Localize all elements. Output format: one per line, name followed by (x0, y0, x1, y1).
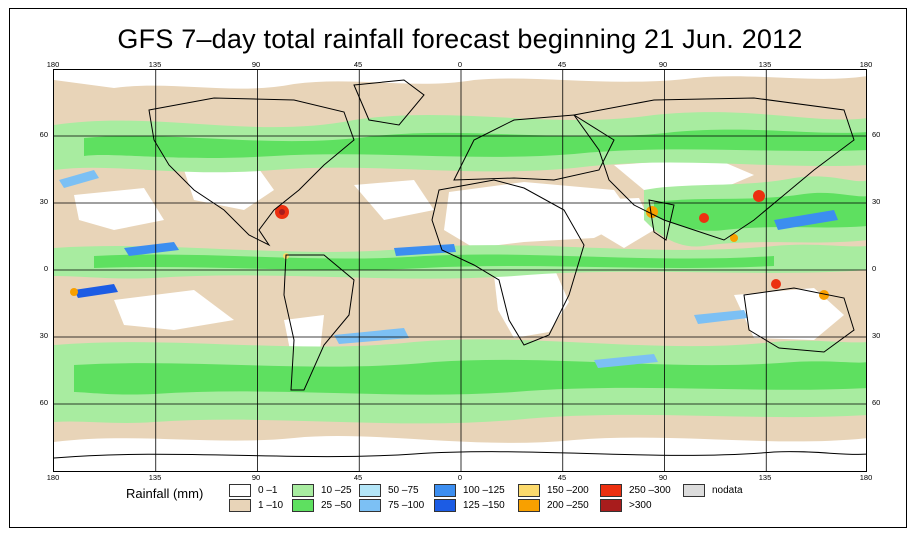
legend-label: nodata (712, 485, 743, 496)
southern-africa-dry-zone (494, 268, 569, 338)
sahara-dry-zone (444, 182, 634, 248)
figure-frame (9, 8, 907, 528)
greenland-outline (353, 79, 425, 126)
lat-label-left: 30 (39, 331, 48, 340)
lon-label-top: 0 (457, 60, 463, 69)
lon-label-top: 180 (859, 60, 873, 69)
lon-label-top: 90 (658, 60, 668, 69)
hotspot-south-china (699, 213, 709, 223)
lat-label-right: 60 (872, 398, 881, 407)
southeast-pacific-dry-zone (114, 290, 234, 330)
legend-swatch (518, 484, 540, 497)
lon-label-top: 135 (758, 60, 772, 69)
rain-spot-pacific-nw (59, 170, 99, 188)
lon-label-top: 180 (46, 60, 60, 69)
lat-label-left: 30 (39, 197, 48, 206)
southern-storm-heavy (74, 359, 866, 395)
lon-label-top: 90 (251, 60, 261, 69)
map-title: GFS 7–day total rainfall forecast beginn… (117, 24, 803, 54)
rain-spot-east-pacific (124, 242, 179, 256)
legend-label: 1 –10 (258, 500, 284, 511)
africa-outline (431, 179, 585, 346)
hotspot-south-pacific (70, 288, 78, 296)
hotspot-gulf-of-mexico-core (279, 209, 285, 215)
legend-label: 75 –100 (388, 500, 425, 511)
lon-label-bottom: 45 (557, 473, 567, 482)
pacific-dry-zone (74, 188, 164, 230)
arabia-dry-zone (584, 198, 654, 248)
legend-label: 0 –1 (258, 485, 278, 496)
legend-swatch (434, 484, 456, 497)
lon-label-bottom: 135 (148, 473, 162, 482)
north-america-outline (148, 97, 355, 247)
lon-label-top: 45 (353, 60, 363, 69)
legend-swatch (359, 484, 381, 497)
rain-spot-southern-ocean-1 (334, 328, 409, 344)
lon-label-bottom: 90 (251, 473, 261, 482)
rain-spot-south-pacific (74, 284, 118, 298)
legend-label: 10 –25 (321, 485, 352, 496)
lat-label-right: 30 (872, 197, 881, 206)
itcz-heavy (94, 254, 774, 270)
rainfall-map-canvas (54, 70, 866, 471)
central-asia-dry-zone (614, 158, 754, 192)
legend-title: Rainfall (mm) (126, 486, 204, 501)
legend-swatch (229, 484, 251, 497)
europe-outline (453, 114, 615, 181)
northern-storm-track-heavy (84, 129, 866, 158)
hotspot-new-guinea (819, 290, 829, 300)
lon-label-bottom: 180 (859, 473, 873, 482)
legend-label: 25 –50 (321, 500, 352, 511)
graticule (54, 70, 866, 471)
legend-label: 100 –125 (463, 485, 505, 496)
lat-label-right: 30 (872, 331, 881, 340)
legend-swatch (292, 484, 314, 497)
lat-label-left: 0 (43, 264, 48, 273)
lon-label-bottom: 45 (353, 473, 363, 482)
australia-outline (743, 287, 855, 353)
rain-spot-southern-indian (694, 310, 748, 324)
lon-label-bottom: 90 (658, 473, 668, 482)
lat-label-right: 0 (872, 264, 877, 273)
legend-label: 50 –75 (388, 485, 419, 496)
australia-dry-zone (734, 288, 844, 340)
south-america-outline (283, 254, 355, 391)
legend-label: 200 –250 (547, 500, 589, 511)
coastlines (54, 79, 866, 459)
legend-swatch (434, 499, 456, 512)
atlantic-dry-zone (354, 180, 434, 220)
lon-label-top: 45 (557, 60, 567, 69)
legend-swatch (292, 499, 314, 512)
legend-swatch (229, 499, 251, 512)
arctic-dry-zone (54, 70, 866, 89)
legend-swatch (518, 499, 540, 512)
lat-label-right: 60 (872, 130, 881, 139)
hotspot-philippines (730, 234, 738, 242)
legend-swatch (359, 499, 381, 512)
lat-label-left: 60 (39, 130, 48, 139)
hotspot-indonesia (771, 279, 781, 289)
lon-label-bottom: 135 (758, 473, 772, 482)
legend-swatch (600, 499, 622, 512)
antarctica-outline (54, 451, 866, 459)
legend-label: 250 –300 (629, 485, 671, 496)
rainfall-map (53, 69, 867, 472)
lon-label-bottom: 180 (46, 473, 60, 482)
antarctica-dry-zone (54, 436, 866, 471)
lon-label-top: 135 (148, 60, 162, 69)
legend-label: 125 –150 (463, 500, 505, 511)
hotspot-east-china (753, 190, 765, 202)
legend-swatch (600, 484, 622, 497)
legend-swatch (683, 484, 705, 497)
legend-label: >300 (629, 500, 652, 511)
lon-label-bottom: 0 (457, 473, 463, 482)
lat-label-left: 60 (39, 398, 48, 407)
rain-spot-western-pacific (774, 210, 838, 230)
asia-outline (573, 97, 855, 241)
rain-spot-southern-ocean-2 (594, 354, 658, 368)
legend-label: 150 –200 (547, 485, 589, 496)
